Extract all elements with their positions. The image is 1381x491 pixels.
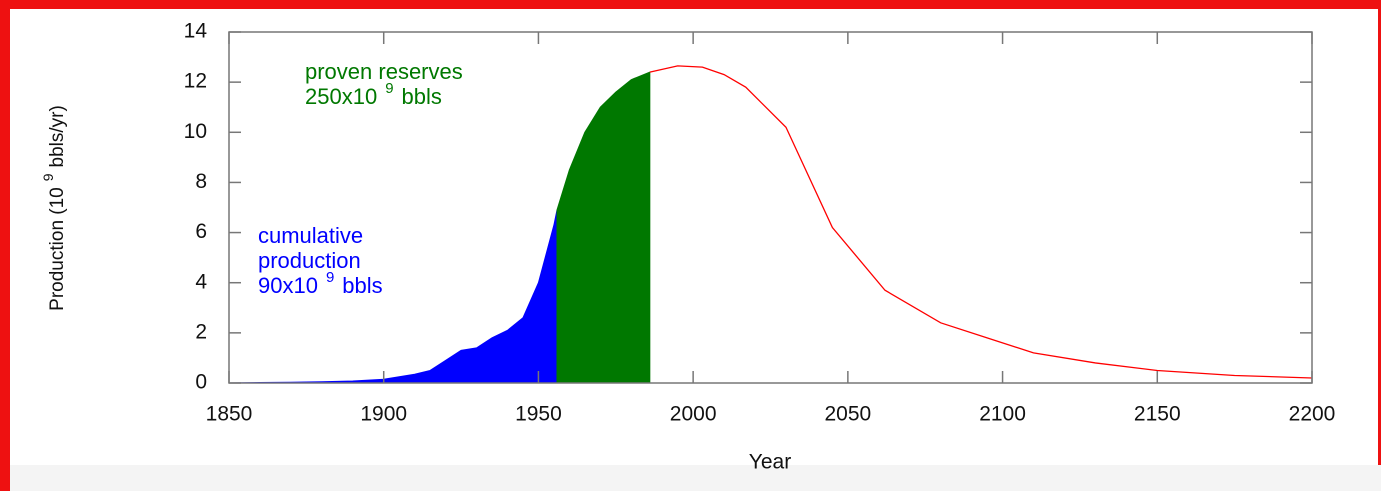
x-tick-label: 1850 [206,403,253,426]
x-tick-label: 1950 [515,403,562,426]
y-axis-label-suffix: bbls/yr) [47,105,68,167]
y-axis-label-superscript: 9 [40,173,56,181]
x-tick-label: 2100 [979,403,1026,426]
y-tick-label: 6 [195,220,207,243]
annotation-superscript: 9 [326,269,334,286]
annotation: 90x10 9 bbls [258,269,383,298]
annotation: 250x10 9 bbls [305,80,442,109]
plot-frame [228,31,1313,384]
x-tick-label: 2200 [1289,403,1336,426]
annotation-superscript: 9 [385,80,393,97]
annotation-text: 250x10 [305,84,377,109]
y-tick-label: 12 [184,70,207,93]
y-axis-label: Production (10 9 bbls/yr) [40,105,68,311]
x-tick-label: 2050 [824,403,871,426]
annotation: cumulative [258,223,363,248]
annotation-text: cumulative [258,223,363,248]
annotation-suffix: bbls [342,273,382,298]
bottom-strip [0,465,1381,491]
x-tick-label: 2000 [670,403,717,426]
annotation: production [258,248,361,273]
x-tick-label: 1900 [360,403,407,426]
annotation: proven reserves [305,59,463,84]
annotation-suffix: bbls [402,84,442,109]
y-axis-label-text: Production (10 [47,187,68,311]
y-tick-label: 8 [195,170,207,193]
line [649,65,1313,379]
annotation-text: proven reserves [305,59,463,84]
y-tick-label: 14 [184,20,208,43]
area [228,209,558,384]
y-tick-label: 10 [184,120,207,143]
x-tick-label: 2150 [1134,403,1181,426]
y-tick-label: 2 [195,320,207,343]
x-axis-label: Year [749,451,791,474]
border-top [0,0,1381,9]
annotation-text: production [258,248,361,273]
y-tick-label: 4 [195,270,207,293]
y-tick-label: 0 [195,371,207,394]
border-left [0,0,10,491]
border-right [1378,0,1381,465]
area [556,71,651,384]
annotation-text: 90x10 [258,273,318,298]
